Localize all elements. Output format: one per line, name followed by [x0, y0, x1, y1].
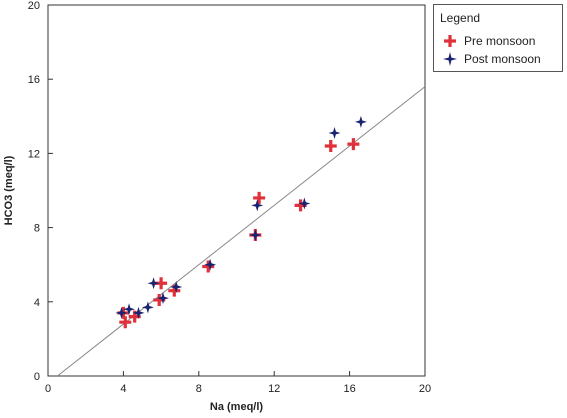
plot-area [47, 4, 426, 377]
x-tick-label: 12 [268, 383, 280, 395]
pre-monsoon-point [202, 260, 215, 273]
post-monsoon-point [123, 303, 136, 316]
post-monsoon-point [204, 258, 217, 271]
pre-monsoon-point [324, 139, 337, 152]
trend-line [57, 86, 426, 377]
y-tick-label: 4 [34, 297, 40, 309]
post-monsoon-point [298, 197, 311, 210]
y-tick-label: 0 [34, 371, 40, 383]
legend-item-pre-monsoon: Pre monsoon [442, 33, 535, 49]
pre-monsoon-point [347, 138, 360, 151]
x-tick-label: 20 [419, 383, 431, 395]
y-tick-label: 20 [28, 0, 40, 12]
x-tick-label: 8 [196, 383, 202, 395]
post-monsoon-point [249, 229, 262, 242]
x-axis-label: Na (meq/l) [210, 401, 264, 413]
pre-monsoon-point [119, 316, 132, 329]
post-monsoon-point [251, 199, 264, 212]
y-tick-label: 16 [28, 74, 40, 86]
star-marker-icon [443, 52, 457, 66]
legend-item-post-monsoon: Post monsoon [442, 51, 541, 67]
x-tick-label: 16 [343, 383, 355, 395]
legend-label-post-monsoon: Post monsoon [464, 52, 541, 66]
x-tick-label: 0 [45, 383, 51, 395]
legend: Legend Pre monsoon Post monsoon [433, 4, 563, 72]
post-monsoon-point [328, 126, 341, 139]
pre-monsoon-point [253, 191, 266, 204]
y-axis-label: HCO3 (meq/l) [3, 155, 15, 225]
post-monsoon-point [115, 306, 128, 319]
post-monsoon-point [156, 292, 169, 305]
y-tick-label: 12 [28, 148, 40, 160]
post-monsoon-point [354, 115, 367, 128]
y-tick-label: 8 [34, 223, 40, 235]
legend-label-pre-monsoon: Pre monsoon [464, 34, 536, 48]
x-tick-label: 4 [120, 383, 126, 395]
plus-marker-icon [444, 35, 456, 47]
post-monsoon-point [141, 301, 154, 314]
post-monsoon-point [147, 277, 160, 290]
post-monsoon-point [132, 306, 145, 319]
post-monsoon-point [170, 280, 183, 293]
legend-title: Legend [440, 11, 481, 25]
